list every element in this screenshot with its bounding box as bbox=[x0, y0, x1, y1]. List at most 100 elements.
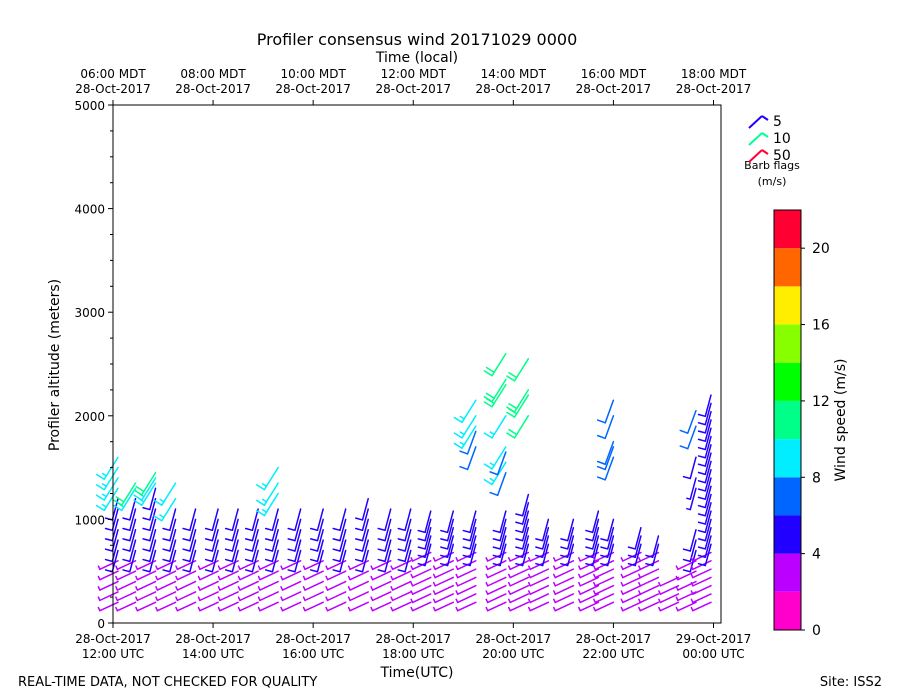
wind-barb bbox=[347, 570, 369, 581]
wind-barb bbox=[697, 477, 712, 500]
top-tick-time: 12:00 MDT bbox=[381, 67, 447, 81]
wind-barb bbox=[264, 529, 279, 552]
wind-barb bbox=[596, 446, 615, 471]
wind-barb bbox=[287, 539, 302, 563]
wind-barb bbox=[506, 415, 530, 439]
wind-barb bbox=[135, 570, 157, 581]
wind-barb bbox=[483, 415, 507, 439]
wind-barb bbox=[244, 529, 259, 552]
wind-barb bbox=[432, 584, 455, 595]
wind-barb bbox=[620, 601, 642, 612]
colorbar-tick-label: 8 bbox=[812, 470, 821, 486]
wind-barb bbox=[593, 584, 615, 595]
wind-barb bbox=[244, 508, 259, 532]
wind-barb bbox=[302, 601, 324, 612]
wind-barb bbox=[697, 493, 712, 517]
wind-barb bbox=[255, 482, 279, 506]
wind-barb bbox=[507, 601, 530, 612]
wind-barb bbox=[489, 451, 507, 476]
wind-barb bbox=[325, 601, 347, 612]
wind-barb bbox=[237, 601, 259, 612]
wind-barb bbox=[204, 549, 219, 573]
chart-title: Profiler consensus wind 20171029 0000 bbox=[257, 30, 578, 49]
wind-barb bbox=[432, 576, 455, 587]
wind-barb bbox=[690, 576, 712, 587]
wind-barb bbox=[135, 591, 157, 602]
wind-barb bbox=[620, 568, 642, 579]
wind-barb bbox=[515, 502, 530, 525]
wind-barb bbox=[162, 529, 177, 552]
x-tick-time: 16:00 UTC bbox=[282, 647, 344, 661]
wind-barb bbox=[417, 518, 432, 542]
wind-barb bbox=[638, 584, 660, 595]
wind-barb bbox=[455, 576, 477, 587]
wind-barb bbox=[410, 568, 432, 579]
wind-barb bbox=[97, 601, 119, 612]
wind-barb bbox=[507, 568, 530, 579]
wind-barb bbox=[485, 568, 507, 579]
x-tick-time: 14:00 UTC bbox=[182, 647, 244, 661]
wind-barb bbox=[697, 485, 712, 509]
wind-barb bbox=[658, 601, 680, 612]
x-tick-date: 28-Oct-2017 bbox=[275, 632, 351, 646]
wind-barb bbox=[627, 535, 642, 558]
wind-barb bbox=[560, 543, 575, 567]
wind-barb bbox=[417, 526, 432, 550]
colorbar-bin bbox=[774, 400, 801, 440]
wind-barb bbox=[453, 399, 477, 424]
wind-barb bbox=[95, 477, 119, 501]
barb-legend-value: 10 bbox=[773, 131, 791, 147]
wind-barb bbox=[627, 526, 642, 550]
wind-barb bbox=[175, 580, 197, 591]
wind-barb bbox=[370, 591, 392, 602]
wind-barb bbox=[686, 487, 697, 511]
wind-barb bbox=[675, 570, 697, 581]
wind-barb bbox=[204, 529, 219, 552]
colorbar-label: Wind speed (m/s) bbox=[833, 359, 849, 482]
wind-barb bbox=[370, 580, 392, 591]
barb-legend-units: (m/s) bbox=[758, 175, 787, 188]
wind-barb bbox=[224, 529, 239, 552]
barb-legend-value: 50 bbox=[773, 148, 791, 164]
top-tick-date: 28-Oct-2017 bbox=[375, 82, 451, 96]
wind-barb bbox=[377, 529, 392, 552]
wind-barb bbox=[528, 593, 550, 604]
top-tick-time: 10:00 MDT bbox=[281, 67, 347, 81]
wind-barb bbox=[280, 580, 302, 591]
wind-barb bbox=[432, 601, 455, 612]
wind-barb bbox=[485, 576, 507, 587]
wind-barb bbox=[113, 482, 137, 506]
x-tick-time: 22:00 UTC bbox=[582, 647, 644, 661]
wind-barb bbox=[142, 508, 157, 532]
wind-barb bbox=[483, 446, 507, 470]
wind-barb bbox=[506, 389, 530, 413]
wind-barb bbox=[122, 539, 137, 563]
wind-barb bbox=[593, 576, 615, 587]
wind-barb bbox=[453, 415, 477, 439]
y-tick-label: 2000 bbox=[74, 410, 105, 424]
wind-barb bbox=[553, 601, 575, 612]
wind-barb bbox=[483, 352, 507, 377]
wind-barb bbox=[255, 466, 279, 491]
y-axis-label: Profiler altitude (meters) bbox=[47, 279, 63, 451]
wind-barb bbox=[506, 358, 530, 382]
top-tick-date: 28-Oct-2017 bbox=[476, 82, 552, 96]
wind-barb bbox=[535, 526, 550, 550]
wind-speed-colorbar: 0 4 8 12 16 20 bbox=[773, 209, 830, 639]
wind-barb bbox=[377, 539, 392, 563]
wind-barb bbox=[115, 591, 137, 602]
wind-barb bbox=[355, 508, 369, 532]
site-label: Site: ISS2 bbox=[820, 675, 882, 690]
x-tick-time: 12:00 UTC bbox=[82, 647, 144, 661]
wind-barb bbox=[697, 510, 712, 534]
wind-barb bbox=[485, 601, 507, 612]
wind-barb bbox=[155, 580, 177, 591]
y-tick-label: 1000 bbox=[74, 513, 105, 527]
wind-barb bbox=[332, 549, 347, 573]
wind-barb bbox=[578, 576, 600, 587]
wind-barb bbox=[224, 549, 239, 573]
wind-barb bbox=[455, 593, 477, 604]
wind-barb bbox=[302, 570, 324, 581]
top-axis-label: Time (local) bbox=[375, 50, 458, 66]
wind-barb bbox=[453, 425, 477, 449]
